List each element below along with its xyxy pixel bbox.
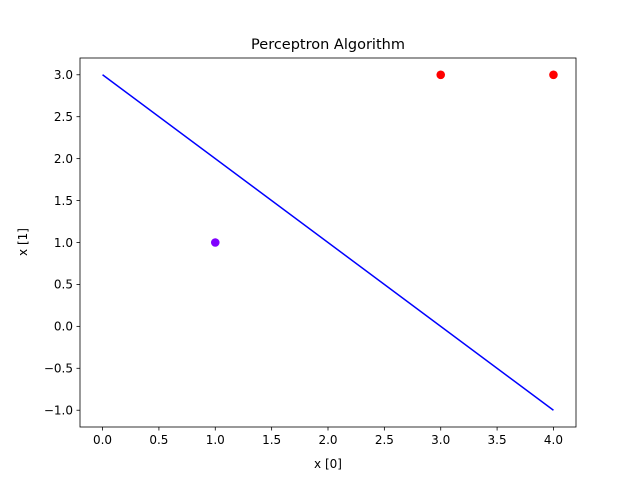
x-tick-label: 2.5 <box>375 433 394 447</box>
y-axis-label: x [1] <box>16 228 30 256</box>
x-axis-label: x [0] <box>314 457 342 471</box>
y-tick-label: 3.0 <box>54 68 73 82</box>
scatter-point <box>210 238 220 247</box>
decision-boundary-line <box>102 74 554 411</box>
y-tick-label: 0.5 <box>54 278 73 292</box>
chart-title: Perceptron Algorithm <box>251 37 405 53</box>
x-tick-label: 1.5 <box>262 433 281 447</box>
plot-area: 0.0 0.5 1.0 1.5 2.0 2.5 3.0 3.5 4.0 −1.0 −0.5 0.0 0.… <box>44 57 577 447</box>
x-tick-label: 1.0 <box>206 433 225 447</box>
x-tick-label: 2.0 <box>318 433 337 447</box>
x-tick-label: 3.0 <box>431 433 450 447</box>
y-tick-label: 2.0 <box>54 152 73 166</box>
x-tick-label: 4.0 <box>544 433 563 447</box>
y-tick-label: −0.5 <box>44 362 73 376</box>
plot-frame <box>79 57 577 428</box>
y-tick-label: −1.0 <box>44 404 73 418</box>
x-tick-label: 0.5 <box>149 433 168 447</box>
y-tick-label: 0.0 <box>54 320 73 334</box>
x-tick-label: 3.5 <box>488 433 507 447</box>
y-tick-label: 1.0 <box>54 236 73 250</box>
x-tick-label: 0.0 <box>93 433 112 447</box>
y-tick-label: 2.5 <box>54 110 73 124</box>
scatter-point <box>549 70 558 80</box>
scatter-point <box>436 70 446 80</box>
y-tick-label: 1.5 <box>54 194 73 208</box>
